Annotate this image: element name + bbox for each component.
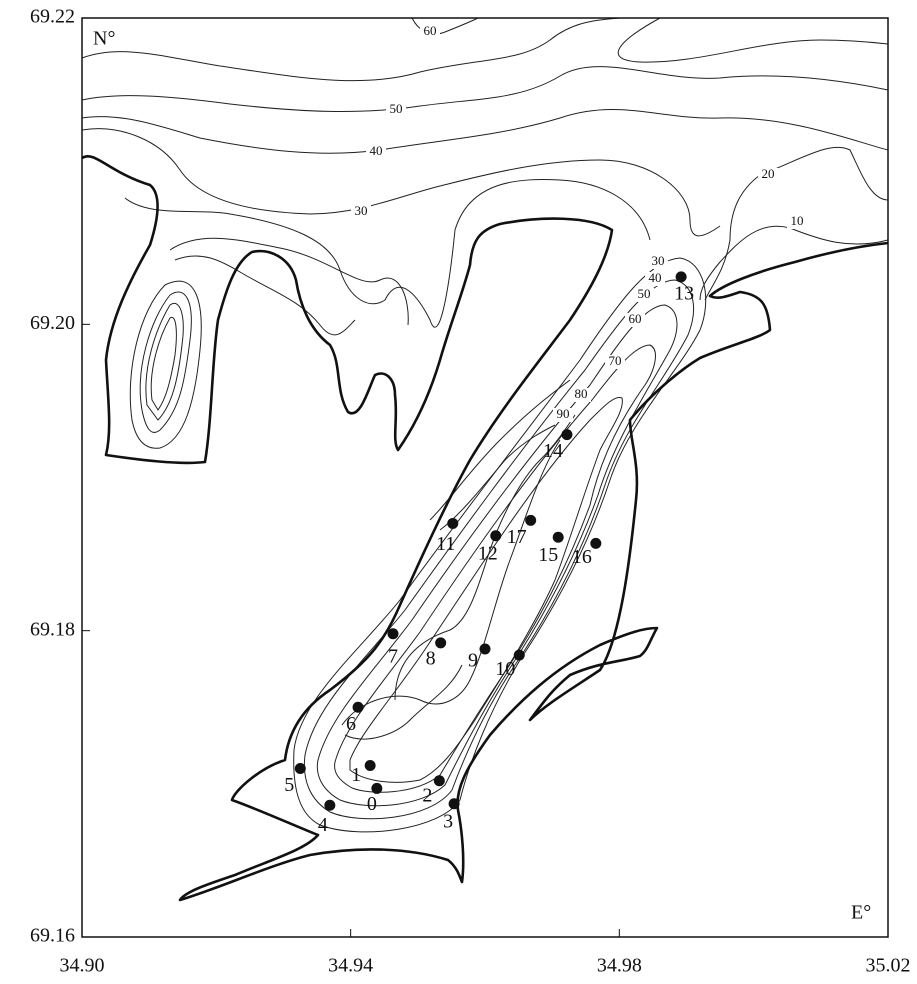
- station: [675, 271, 687, 283]
- contour-label-bg: [553, 408, 573, 422]
- station: [294, 763, 306, 775]
- x-tick-label: 34.94: [328, 955, 373, 977]
- station-label: 14: [543, 440, 563, 462]
- station: [552, 531, 564, 543]
- x-unit: E°: [851, 902, 871, 924]
- coastline: [81, 155, 889, 902]
- station-label: 5: [284, 774, 294, 796]
- station: [435, 637, 447, 649]
- station: [324, 799, 336, 811]
- station-label: 9: [468, 650, 478, 672]
- contour-label-bg: [634, 288, 654, 302]
- station-label: 6: [346, 713, 356, 735]
- contours: [81, 17, 889, 833]
- contour-label: 20: [762, 166, 775, 181]
- station: [590, 537, 602, 549]
- contour-label: 50: [638, 286, 651, 301]
- contour-label-bg: [366, 145, 386, 159]
- station-label: 15: [538, 544, 558, 566]
- contour-label-bg: [605, 355, 625, 369]
- station: [525, 514, 537, 526]
- station-label: 3: [443, 810, 453, 832]
- contour-label: 60: [629, 311, 642, 326]
- contour-label-bg: [386, 103, 406, 117]
- station: [433, 775, 445, 787]
- station: [352, 701, 364, 713]
- station-label: 16: [572, 546, 592, 568]
- contour-label: 50: [390, 101, 403, 116]
- station-label: 4: [318, 814, 328, 836]
- contour-label-bg: [625, 313, 645, 327]
- station-label: 11: [436, 533, 455, 555]
- station: [490, 530, 502, 542]
- contour-label: 70: [609, 353, 622, 368]
- contour-label-bg: [420, 25, 440, 39]
- contour-label-bg: [571, 388, 591, 402]
- station: [448, 798, 460, 810]
- station-label: 10: [495, 658, 515, 680]
- contour-label: 40: [649, 270, 662, 285]
- contour-label: 40: [370, 143, 383, 158]
- station-label: 13: [674, 282, 694, 304]
- contour-label-bg: [648, 255, 668, 269]
- contour-label: 30: [355, 203, 368, 218]
- station: [561, 429, 573, 441]
- x-tick-label: 34.98: [597, 955, 642, 977]
- x-tick-label: 34.90: [60, 955, 105, 977]
- contour-label: 90: [557, 406, 570, 421]
- contour-label: 10: [791, 213, 804, 228]
- station: [513, 649, 525, 661]
- map-frame: [81, 17, 889, 938]
- station: [479, 643, 491, 655]
- contour-label-bg: [351, 205, 371, 219]
- contour-label: 30: [652, 253, 665, 268]
- y-tick-label: 69.16: [30, 925, 75, 947]
- station: [387, 628, 399, 640]
- contour-label: 60: [424, 23, 437, 38]
- y-tick-label: 69.22: [30, 6, 75, 28]
- station-label: 17: [507, 526, 527, 548]
- x-tick-label: 35.02: [866, 955, 911, 977]
- y-unit: N°: [93, 28, 115, 50]
- contour-label-bg: [758, 168, 778, 182]
- station: [371, 782, 383, 794]
- station: [364, 759, 376, 771]
- station-label: 2: [422, 784, 432, 806]
- y-tick-label: 69.20: [30, 312, 75, 334]
- station-label: 1: [351, 764, 361, 786]
- station-label: 12: [478, 542, 498, 564]
- station: [447, 517, 459, 529]
- contour-label-bg: [787, 215, 807, 229]
- contour-label: 80: [575, 386, 588, 401]
- station-label: 7: [388, 645, 398, 667]
- y-tick-label: 69.18: [30, 618, 75, 640]
- station-label: 8: [426, 648, 436, 670]
- contour-label-bg: [645, 272, 665, 286]
- station-label: 0: [367, 793, 377, 815]
